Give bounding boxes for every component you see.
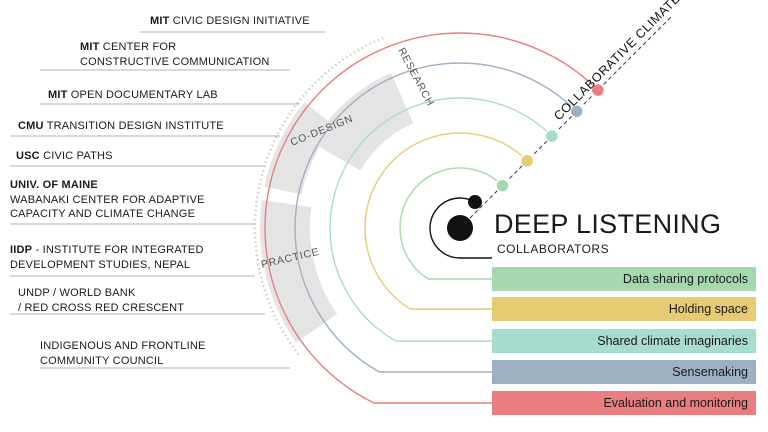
collaborators-heading: COLLABORATORS xyxy=(497,242,610,256)
practice-arc-2 xyxy=(329,97,553,342)
outer-guide-arc xyxy=(253,36,384,355)
axis-line xyxy=(459,15,673,229)
practice-arcs xyxy=(264,32,599,404)
band-wedge-1 xyxy=(264,102,335,195)
practice-dot-4 xyxy=(590,82,606,98)
practice-bar-4: Evaluation and monitoring xyxy=(492,391,756,415)
collaborator-label-8: INDIGENOUS AND FRONTLINE COMMUNITY COUNCI… xyxy=(40,340,206,367)
collaborator-label-7: UNDP / WORLD BANK / RED CROSS RED CRESCEN… xyxy=(18,287,185,314)
small-core-dot xyxy=(468,195,482,210)
collaborator-label-0: MIT CIVIC DESIGN INITIATIVE xyxy=(150,15,310,27)
collaborator-label-2: MIT OPEN DOCUMENTARY LAB xyxy=(48,89,218,101)
collaborator-label-5: UNIV. OF MAINE WABANAKI CENTER FOR ADAPTI… xyxy=(10,179,205,220)
practice-arc-4 xyxy=(264,32,599,404)
leader-lines xyxy=(10,31,325,369)
collaboration-bands xyxy=(253,36,414,355)
practice-bar-1: Holding space xyxy=(492,297,756,321)
practice-arc-0 xyxy=(399,167,503,280)
band-wedge-0 xyxy=(312,72,414,171)
practice-dot-0 xyxy=(495,178,510,193)
practice-arc-3 xyxy=(294,62,578,373)
axis-label: COLLABORATIVE CLIMATE ADAPTATION xyxy=(551,0,745,123)
band-wedge-2 xyxy=(259,200,338,343)
collaborator-label-1: MIT CENTER FOR CONSTRUCTIVE COMMUNICATION xyxy=(80,41,270,68)
practice-dot-2 xyxy=(544,128,560,144)
core-dot xyxy=(447,215,473,241)
collaborator-label-6: IIDP - INSTITUTE FOR INTEGRATED DEVELOPME… xyxy=(10,244,204,271)
practice-bar-2: Shared climate imaginaries xyxy=(492,329,756,353)
core-arc xyxy=(429,197,492,259)
diagram-title: DEEP LISTENING xyxy=(494,209,722,239)
practice-bar-3: Sensemaking xyxy=(492,360,756,384)
practice-dot-3 xyxy=(569,104,584,119)
collaborator-label-4: USC CIVIC PATHS xyxy=(16,150,113,162)
practice-dot-1 xyxy=(519,153,535,169)
collaborator-label-3: CMU TRANSITION DESIGN INSTITUTE xyxy=(18,120,224,132)
practice-bar-0: Data sharing protocols xyxy=(492,267,756,291)
practice-arc-1 xyxy=(364,132,528,310)
